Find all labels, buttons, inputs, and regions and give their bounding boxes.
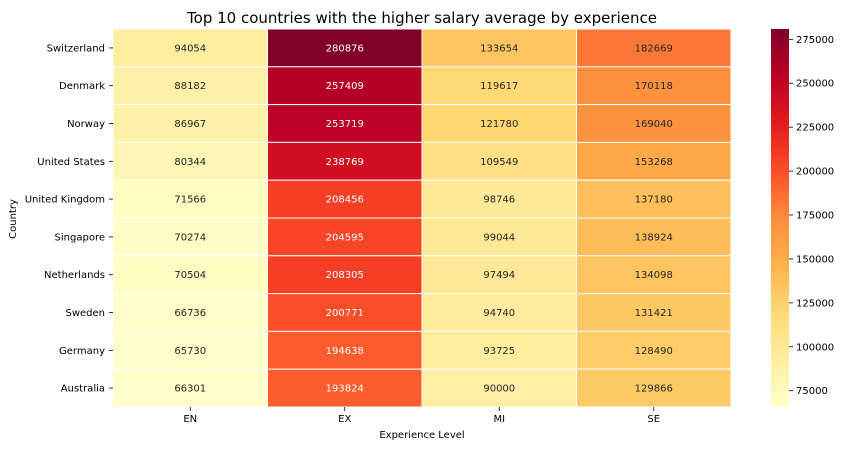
cell-value-label: 66301 [174,384,206,395]
heatmap-cell [576,66,732,106]
colorbar-tick-label: 175000 [796,211,834,222]
cell-value-label: 88182 [174,81,206,92]
y-tick-label: Switzerland [47,43,105,54]
heatmap-cell [267,217,423,257]
cell-value-label: 253719 [326,119,364,130]
heatmap-cell [576,179,732,219]
x-tick-label: SE [647,414,660,425]
colorbar-tick-label: 250000 [796,79,834,90]
cell-value-label: 93725 [483,346,515,357]
cell-value-label: 134098 [635,270,673,281]
y-axis-label: Country [8,199,19,239]
cell-value-label: 137180 [635,195,673,206]
colorbar-tick-label: 200000 [796,167,834,178]
heatmap-cell [421,179,577,219]
cell-value-label: 194638 [326,346,364,357]
heatmap-cell [576,141,732,181]
heatmap-cell [421,217,577,257]
y-tick-label: Norway [67,119,105,130]
cell-value-label: 65730 [174,346,206,357]
cell-value-label: 204595 [326,232,364,243]
cell-value-label: 70504 [174,270,206,281]
heatmap-cell [267,66,423,106]
heatmap-cell [112,255,268,295]
cell-value-label: 121780 [480,119,518,130]
colorbar-tick-label: 125000 [796,298,834,309]
cell-value-label: 238769 [326,157,364,168]
heatmap-cell [112,293,268,332]
cell-value-label: 193824 [326,384,364,395]
chart-title: Top 10 countries with the higher salary … [186,9,657,27]
x-tick-label: EX [338,414,351,425]
cell-value-label: 170118 [635,81,673,92]
y-tick-label: Germany [59,346,105,357]
heatmap-cells [112,28,732,408]
y-tick-label: Netherlands [44,270,105,281]
heatmap-cell [576,28,732,68]
cell-value-label: 200771 [326,308,364,319]
cell-value-label: 169040 [635,119,673,130]
heatmap-cell [421,368,577,408]
cell-value-label: 119617 [480,81,518,92]
cell-value-label: 182669 [635,43,673,54]
cell-value-label: 208305 [326,270,364,281]
heatmap-cell [267,179,423,219]
cell-value-label: 80344 [174,157,206,168]
y-tick-label: Australia [61,384,105,395]
cell-value-label: 280876 [326,43,364,54]
y-tick-label: Sweden [65,308,105,319]
heatmap-cell [576,217,732,257]
cell-value-label: 66736 [174,308,206,319]
cell-value-label: 153268 [635,157,673,168]
cell-value-label: 208456 [326,195,364,206]
x-axis-ticks: EN EX MI SE [183,407,660,425]
cell-value-label: 94054 [174,43,206,54]
cell-value-label: 71566 [174,195,206,206]
cell-value-label: 109549 [480,157,518,168]
y-tick-label: United Kingdom [25,195,105,206]
colorbar-tick-label: 275000 [796,35,834,46]
heatmap-cell [421,28,577,68]
x-tick-label: MI [493,414,505,425]
cell-value-label: 133654 [480,43,518,54]
heatmap-cell [576,104,732,143]
y-tick-label: Denmark [59,81,105,92]
cell-value-label: 129866 [635,384,673,395]
heatmap-cell [112,28,268,68]
colorbar [771,29,789,407]
heatmap-cell [576,255,732,295]
heatmap-cell [267,141,423,181]
cell-value-label: 131421 [635,308,673,319]
cell-value-label: 128490 [635,346,673,357]
x-tick-label: EN [183,414,197,425]
heatmap-cell-labels: 94054 280876 133654 182669 88182 257409 119617… [174,43,673,394]
heatmap-cell [267,28,423,68]
cell-value-label: 97494 [483,270,515,281]
y-tick-label: Singapore [55,232,105,243]
heatmap-cell [112,217,268,257]
cell-value-label: 70274 [174,232,206,243]
cell-value-label: 99044 [483,232,515,243]
y-axis-ticks: Switzerland Denmark Norway United States Uni… [25,43,113,395]
heatmap-cell [576,330,732,370]
heatmap-cell [267,104,423,143]
x-axis-label: Experience Level [379,430,464,441]
cell-value-label: 98746 [483,195,515,206]
heatmap-cell [421,293,577,332]
colorbar-tick-label: 100000 [796,342,834,353]
heatmap-cell [112,368,268,408]
colorbar-tick-label: 150000 [796,254,834,265]
heatmap-cell [576,368,732,408]
y-tick-label: United States [37,157,105,168]
colorbar-ticks: 75000 100000 125000 150000 175000 200000 22500… [789,35,834,397]
cell-value-label: 86967 [174,119,206,130]
colorbar-tick-label: 225000 [796,123,834,134]
heatmap-cell [421,255,577,295]
cell-value-label: 90000 [483,384,515,395]
cell-value-label: 257409 [326,81,364,92]
cell-value-label: 94740 [483,308,515,319]
colorbar-tick-label: 75000 [796,386,828,397]
cell-value-label: 138924 [635,232,673,243]
